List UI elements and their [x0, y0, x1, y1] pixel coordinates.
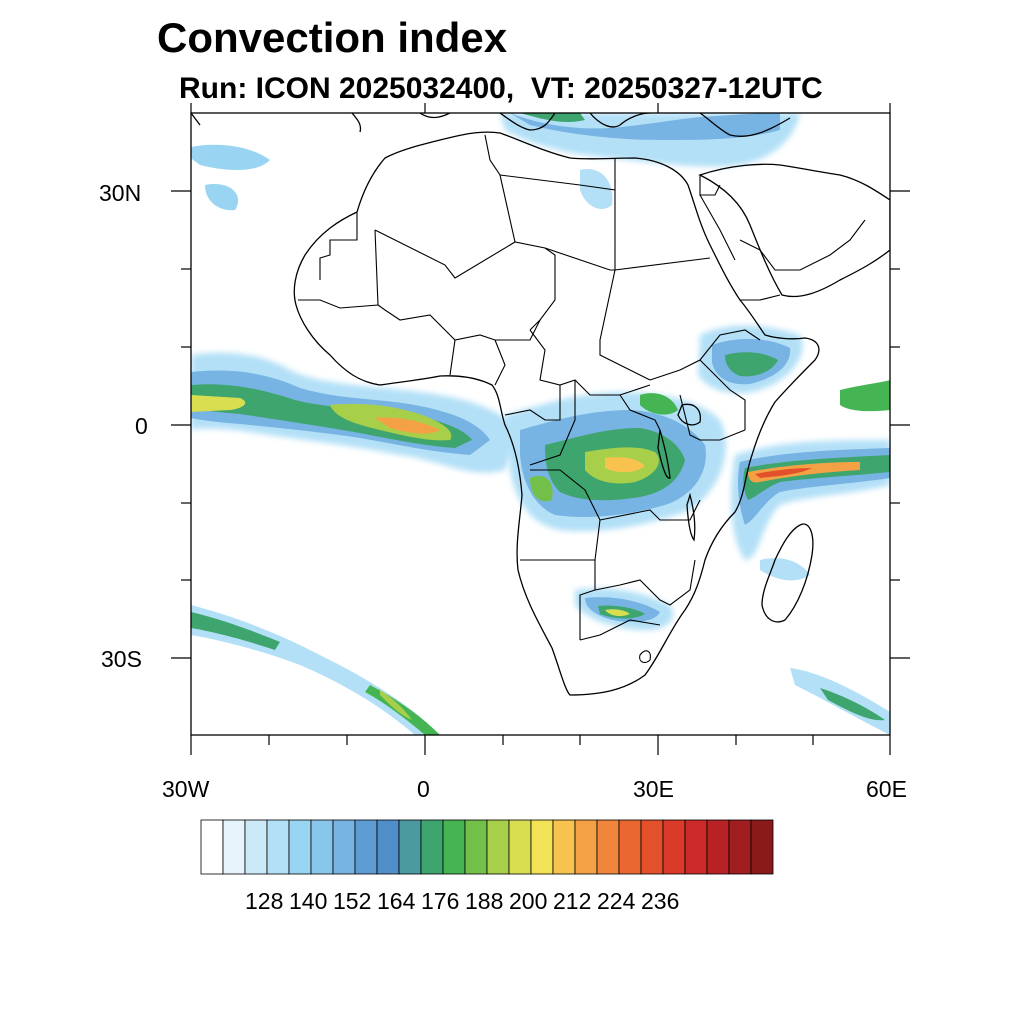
colorbar-box [244, 819, 268, 875]
colorbar-label: 140 [289, 888, 328, 914]
colorbar-label: 224 [597, 888, 636, 914]
south-atlantic-band [191, 605, 440, 735]
colorbar-box [354, 819, 378, 875]
lon-label-30w: 30W [162, 776, 210, 802]
colorbar-box [574, 819, 598, 875]
south-indian-band [790, 668, 890, 735]
colorbar-label: 188 [465, 888, 504, 914]
colorbar-label: 128 [245, 888, 284, 914]
colorbar-box [552, 819, 576, 875]
colorbar-label: 200 [509, 888, 548, 914]
colorbar-label: 236 [641, 888, 680, 914]
colorbar-box [420, 819, 444, 875]
madagascar-coastline [761, 523, 814, 623]
colorbar-box [200, 819, 224, 875]
lon-label-60e: 60E [866, 776, 907, 802]
africa-coastline [293, 131, 820, 696]
europe-coastline [191, 113, 791, 137]
colorbar-box [596, 819, 620, 875]
colorbar-label: 212 [553, 888, 592, 914]
lon-label-30e: 30E [633, 776, 674, 802]
colorbar-label: 152 [333, 888, 372, 914]
chart-subtitle: Run: ICON 2025032400, VT: 20250327-12UTC [179, 72, 823, 105]
colorbar-box [464, 819, 488, 875]
colorbar [200, 819, 774, 875]
lake-malawi [686, 492, 696, 542]
convection-field [191, 113, 890, 735]
colorbar-box [530, 819, 554, 875]
colorbar-box [750, 819, 774, 875]
map-frame [190, 112, 891, 736]
colorbar-box [684, 819, 708, 875]
lake-tanganyika [657, 429, 671, 479]
colorbar-box [266, 819, 290, 875]
southern-africa-convection [575, 588, 674, 631]
lat-label-30s: 30S [101, 646, 142, 672]
colorbar-box [442, 819, 466, 875]
colorbar-box [728, 819, 752, 875]
arabia-coastline [698, 163, 890, 298]
axis-ticks [171, 103, 910, 755]
lon-label-0: 0 [417, 776, 430, 802]
lake-victoria [677, 403, 701, 426]
colorbar-box [310, 819, 334, 875]
colorbar-box [332, 819, 356, 875]
colorbar-box [398, 819, 422, 875]
colorbar-box [508, 819, 532, 875]
colorbar-box [640, 819, 664, 875]
coastlines [191, 113, 890, 696]
east-africa-convection [191, 144, 803, 394]
colorbar-box [376, 819, 400, 875]
lat-label-0: 0 [135, 413, 148, 439]
colorbar-box [662, 819, 686, 875]
country-borders [298, 134, 866, 664]
colorbar-box [706, 819, 730, 875]
colorbar-box [618, 819, 642, 875]
lat-label-30n: 30N [99, 180, 142, 206]
indian-ocean-convection [731, 380, 890, 581]
congo-basin-convection [505, 392, 726, 532]
chart-title: Convection index [157, 14, 508, 61]
colorbar-label: 164 [377, 888, 416, 914]
colorbar-box [288, 819, 312, 875]
colorbar-label: 176 [421, 888, 460, 914]
mediterranean-convection [500, 113, 800, 210]
atlantic-itcz-band [191, 352, 520, 473]
colorbar-box [222, 819, 246, 875]
colorbar-box [486, 819, 510, 875]
